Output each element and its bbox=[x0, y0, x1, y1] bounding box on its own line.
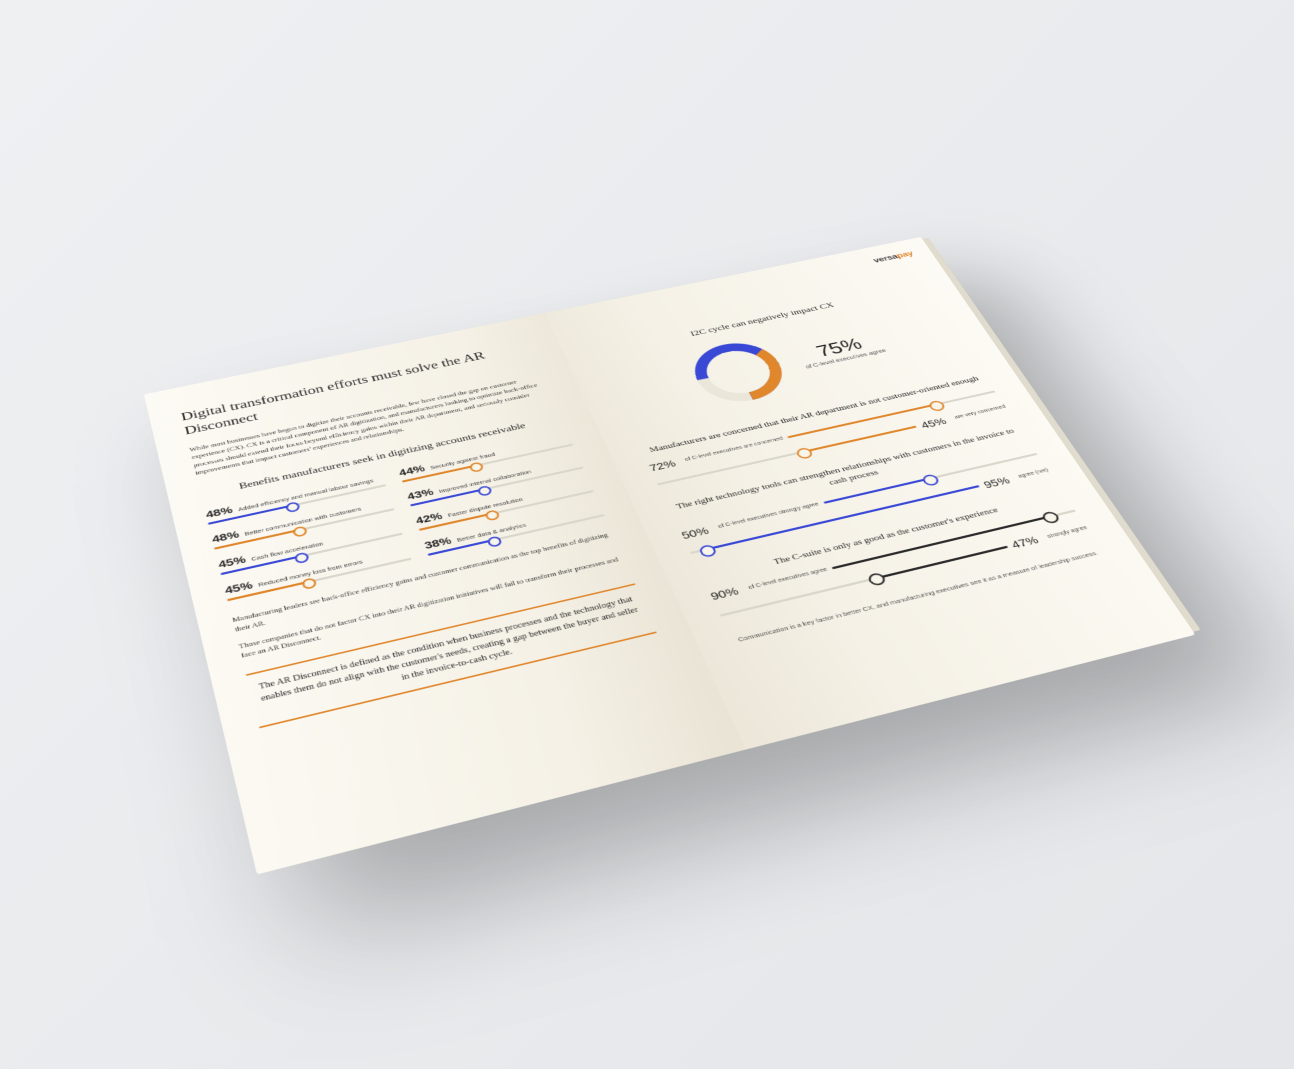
stat-desc: strongly agree bbox=[1046, 525, 1088, 539]
open-book: Digital transformation efforts must solv… bbox=[122, 234, 1208, 880]
logo-part-2: pay bbox=[895, 249, 915, 259]
donut-legend: 75% of C-level executives agree bbox=[794, 330, 887, 369]
stat-percent: 47% bbox=[1009, 532, 1046, 550]
stat-percent: 45% bbox=[919, 414, 954, 430]
stat-desc: are very concerned bbox=[954, 404, 1007, 419]
stat-desc: agree (net) bbox=[1017, 467, 1049, 478]
stat-percent: 95% bbox=[981, 473, 1017, 490]
stat-percent: 72% bbox=[647, 456, 682, 473]
stat-percent: 50% bbox=[679, 523, 715, 541]
brand-logo: versapay bbox=[871, 249, 914, 264]
stat-percent: 90% bbox=[709, 583, 746, 602]
scene: Digital transformation efforts must solv… bbox=[0, 0, 1294, 1069]
donut-chart bbox=[675, 331, 802, 414]
